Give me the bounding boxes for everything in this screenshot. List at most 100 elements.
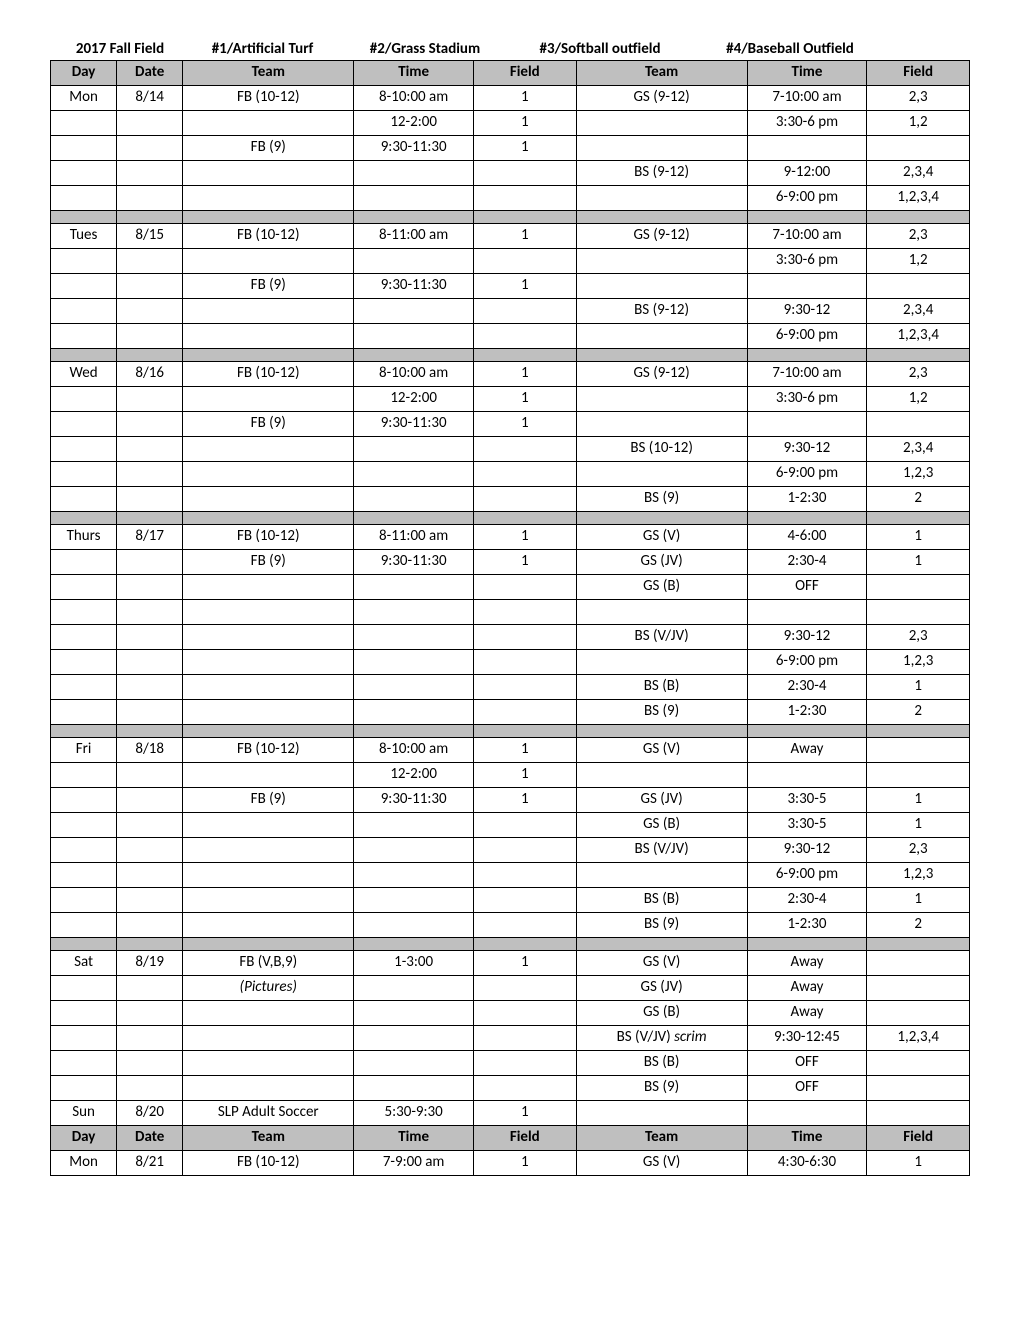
table-cell bbox=[473, 487, 576, 512]
table-cell bbox=[867, 976, 970, 1001]
table-cell bbox=[117, 487, 183, 512]
table-row: BS (9)1-2:302 bbox=[51, 913, 970, 938]
table-cell bbox=[473, 575, 576, 600]
table-cell: 9:30-12:45 bbox=[747, 1026, 867, 1051]
table-row: Tues8/15FB (10-12)8-11:00 am1GS (9-12)7-… bbox=[51, 224, 970, 249]
separator-cell bbox=[867, 512, 970, 525]
table-cell bbox=[51, 888, 117, 913]
table-cell: 1 bbox=[867, 675, 970, 700]
table-row: FB (9)9:30-11:301 bbox=[51, 412, 970, 437]
table-cell: 2,3 bbox=[867, 224, 970, 249]
table-cell: 2 bbox=[867, 700, 970, 725]
table-cell bbox=[354, 487, 474, 512]
table-cell bbox=[117, 650, 183, 675]
table-cell: 1-2:30 bbox=[747, 700, 867, 725]
separator-row bbox=[51, 725, 970, 738]
table-cell bbox=[51, 387, 117, 412]
table-cell: FB (10-12) bbox=[183, 362, 354, 387]
table-cell bbox=[867, 738, 970, 763]
table-cell: 1 bbox=[867, 888, 970, 913]
separator-row bbox=[51, 349, 970, 362]
separator-cell bbox=[183, 725, 354, 738]
table-cell: 1,2,3,4 bbox=[867, 186, 970, 211]
table-cell bbox=[117, 550, 183, 575]
table-cell bbox=[354, 650, 474, 675]
table-cell: 7-10:00 am bbox=[747, 224, 867, 249]
table-cell bbox=[473, 1076, 576, 1101]
table-cell: FB (10-12) bbox=[183, 86, 354, 111]
table-cell: 1,2 bbox=[867, 249, 970, 274]
table-cell bbox=[867, 136, 970, 161]
separator-cell bbox=[354, 349, 474, 362]
table-row: FB (9)9:30-11:301GS (JV)3:30-51 bbox=[51, 788, 970, 813]
table-cell bbox=[51, 913, 117, 938]
table-row: Sun8/20SLP Adult Soccer5:30-9:301 bbox=[51, 1101, 970, 1126]
table-cell bbox=[354, 913, 474, 938]
separator-cell bbox=[117, 211, 183, 224]
table-cell bbox=[473, 462, 576, 487]
table-cell bbox=[354, 838, 474, 863]
table-cell: Sat bbox=[51, 951, 117, 976]
table-cell bbox=[117, 299, 183, 324]
table-cell bbox=[51, 788, 117, 813]
table-cell: 1 bbox=[473, 136, 576, 161]
table-cell: GS (B) bbox=[576, 575, 747, 600]
separator-cell bbox=[576, 211, 747, 224]
table-cell bbox=[473, 186, 576, 211]
table-cell bbox=[51, 550, 117, 575]
table-row: 12-2:001 bbox=[51, 763, 970, 788]
table-cell: Away bbox=[747, 951, 867, 976]
table-cell bbox=[183, 1001, 354, 1026]
table-cell bbox=[867, 274, 970, 299]
table-row: Sat8/19FB (V,B,9)1-3:001GS (V)Away bbox=[51, 951, 970, 976]
table-cell bbox=[473, 1051, 576, 1076]
table-cell bbox=[473, 838, 576, 863]
table-cell bbox=[51, 625, 117, 650]
table-cell: SLP Adult Soccer bbox=[183, 1101, 354, 1126]
separator-cell bbox=[117, 512, 183, 525]
table-cell: BS (9-12) bbox=[576, 161, 747, 186]
table-cell bbox=[473, 625, 576, 650]
table-cell: 2,3,4 bbox=[867, 437, 970, 462]
table-cell bbox=[117, 813, 183, 838]
table-cell bbox=[51, 838, 117, 863]
table-cell: BS (9) bbox=[576, 700, 747, 725]
table-cell: FB (10-12) bbox=[183, 224, 354, 249]
table-cell: 3:30-5 bbox=[747, 813, 867, 838]
table-cell: 1 bbox=[473, 387, 576, 412]
column-header: Date bbox=[117, 1126, 183, 1151]
table-row: BS (V/JV)9:30-122,3 bbox=[51, 625, 970, 650]
schedule-table: DayDateTeamTimeFieldTeamTimeFieldMon8/14… bbox=[50, 60, 970, 1176]
table-cell bbox=[117, 888, 183, 913]
table-cell: 5:30-9:30 bbox=[354, 1101, 474, 1126]
table-cell: 2,3 bbox=[867, 838, 970, 863]
table-row: 12-2:0013:30-6 pm1,2 bbox=[51, 111, 970, 136]
table-cell bbox=[117, 675, 183, 700]
title-label-5: #4/Baseball Outfield bbox=[690, 40, 890, 58]
table-cell: 4-6:00 bbox=[747, 525, 867, 550]
table-cell: 6-9:00 pm bbox=[747, 462, 867, 487]
table-cell bbox=[473, 675, 576, 700]
table-cell: 2 bbox=[867, 487, 970, 512]
table-cell bbox=[354, 186, 474, 211]
table-cell bbox=[117, 274, 183, 299]
table-cell: 12-2:00 bbox=[354, 763, 474, 788]
table-cell: 9:30-11:30 bbox=[354, 550, 474, 575]
table-row: 6-9:00 pm1,2,3,4 bbox=[51, 186, 970, 211]
separator-cell bbox=[747, 211, 867, 224]
table-cell: 2,3 bbox=[867, 625, 970, 650]
column-header: Field bbox=[867, 1126, 970, 1151]
table-cell bbox=[354, 324, 474, 349]
table-cell bbox=[51, 487, 117, 512]
table-cell: 2:30-4 bbox=[747, 675, 867, 700]
table-cell: 3:30-6 pm bbox=[747, 111, 867, 136]
table-row: GS (B)OFF bbox=[51, 575, 970, 600]
table-cell bbox=[354, 600, 474, 625]
title-label-4: #3/Softball outfield bbox=[510, 40, 690, 58]
table-row: 6-9:00 pm1,2,3,4 bbox=[51, 324, 970, 349]
table-cell bbox=[354, 976, 474, 1001]
table-cell bbox=[354, 675, 474, 700]
table-cell: 8/17 bbox=[117, 525, 183, 550]
table-cell: BS (V/JV) bbox=[576, 625, 747, 650]
title-label-2: #1/Artificial Turf bbox=[185, 40, 340, 58]
